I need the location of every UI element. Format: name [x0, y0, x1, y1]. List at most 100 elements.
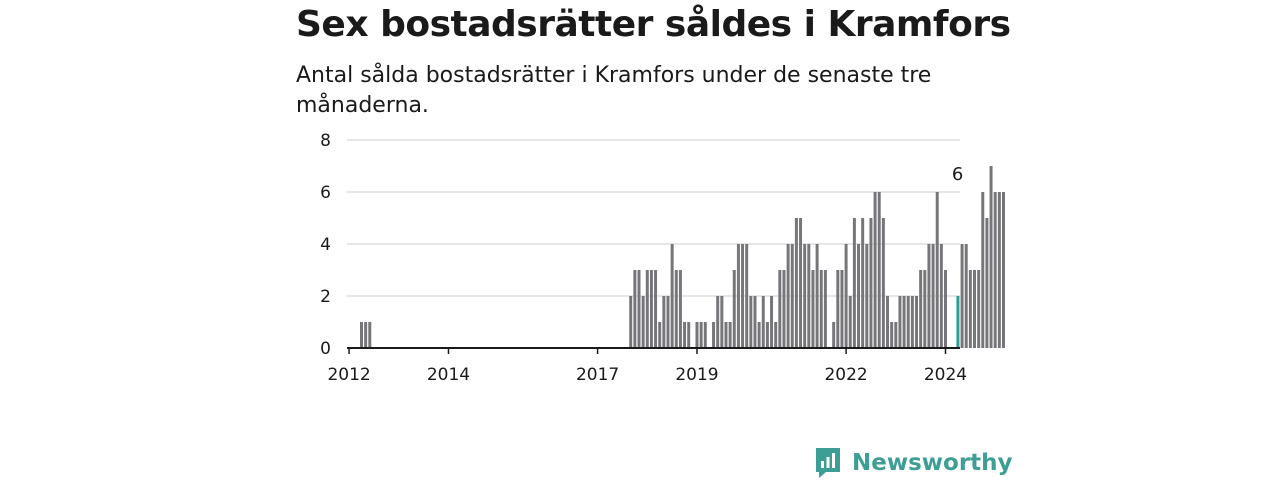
bar	[765, 322, 769, 348]
bar	[840, 270, 844, 348]
bar	[649, 270, 653, 348]
bar	[981, 192, 985, 348]
bar	[836, 270, 840, 348]
bar	[890, 322, 894, 348]
x-tick-label: 2019	[675, 365, 718, 385]
bar	[927, 244, 931, 348]
y-tick-label: 2	[320, 287, 331, 307]
y-tick-label: 4	[320, 235, 331, 255]
bar	[794, 218, 798, 348]
bar	[736, 244, 740, 348]
bar	[960, 244, 964, 348]
bar	[724, 322, 728, 348]
bar	[964, 244, 968, 348]
bar	[815, 244, 819, 348]
bar	[749, 296, 753, 348]
bar	[997, 192, 1001, 348]
bar	[915, 296, 919, 348]
bar	[973, 270, 976, 348]
newsworthy-brand[interactable]: Newsworthy	[814, 446, 1013, 480]
bar	[629, 296, 633, 348]
bar	[687, 322, 691, 348]
chart-subtitle: Antal sålda bostadsrätter i Kramfors und…	[296, 63, 932, 118]
bar	[741, 244, 745, 348]
chart-title: Sex bostadsrätter såldes i Kramfors	[296, 4, 1011, 45]
bar	[803, 244, 807, 348]
bar	[985, 218, 989, 348]
bar	[774, 322, 778, 348]
bar	[799, 218, 803, 348]
highlight-data-label: 6	[952, 164, 963, 185]
bar	[861, 218, 865, 348]
bar	[633, 270, 637, 348]
bar	[1001, 192, 1005, 348]
x-tick-label: 2014	[427, 365, 470, 385]
bar	[944, 270, 947, 348]
bar	[662, 296, 666, 348]
bar	[658, 322, 662, 348]
bar	[811, 270, 815, 348]
bar	[674, 270, 678, 348]
bar	[637, 270, 641, 348]
bar	[778, 270, 782, 348]
bar	[989, 166, 993, 348]
bar	[865, 244, 869, 348]
y-tick-label: 8	[320, 131, 331, 151]
bar	[666, 296, 670, 348]
bar	[695, 322, 699, 348]
bar	[906, 296, 910, 348]
bar	[881, 218, 885, 348]
bar	[807, 244, 811, 348]
bar	[732, 270, 736, 348]
bar	[782, 270, 786, 348]
bar	[848, 296, 852, 348]
bar	[939, 244, 943, 348]
bar	[683, 322, 687, 348]
bar	[712, 322, 716, 348]
y-tick-label: 6	[320, 183, 331, 203]
bar	[935, 192, 939, 348]
bar	[654, 270, 658, 348]
bar	[703, 322, 707, 348]
bar	[641, 296, 645, 348]
brand-name: Newsworthy	[852, 450, 1013, 476]
bar	[894, 322, 898, 348]
bar	[832, 322, 836, 348]
bar	[678, 270, 682, 348]
newsworthy-logo-icon	[816, 448, 840, 478]
bar	[770, 296, 774, 348]
bar	[786, 244, 790, 348]
bar	[823, 270, 827, 348]
x-tick-label: 2022	[824, 365, 867, 385]
bar	[877, 192, 881, 348]
y-tick-label: 0	[320, 339, 331, 359]
bar	[360, 322, 363, 348]
bar	[670, 244, 674, 348]
bar	[993, 192, 997, 348]
bar	[968, 270, 972, 348]
bar	[886, 296, 890, 348]
bar	[819, 270, 823, 348]
bar	[745, 244, 749, 348]
bar	[852, 218, 856, 348]
bar	[728, 322, 732, 348]
highlight-bar	[956, 296, 960, 348]
bar	[368, 322, 372, 348]
bar	[873, 192, 877, 348]
bar	[645, 270, 649, 348]
bar	[902, 296, 906, 348]
bar	[761, 296, 765, 348]
bar	[757, 322, 761, 348]
bar	[364, 322, 368, 348]
bar	[844, 244, 848, 348]
x-tick-label: 2024	[924, 365, 967, 385]
bar	[977, 270, 981, 348]
bar	[869, 218, 873, 348]
bar	[923, 270, 927, 348]
bar	[790, 244, 794, 348]
bar	[919, 270, 923, 348]
bar	[753, 296, 757, 348]
x-tick-label: 2012	[327, 365, 370, 385]
bar	[720, 296, 724, 348]
